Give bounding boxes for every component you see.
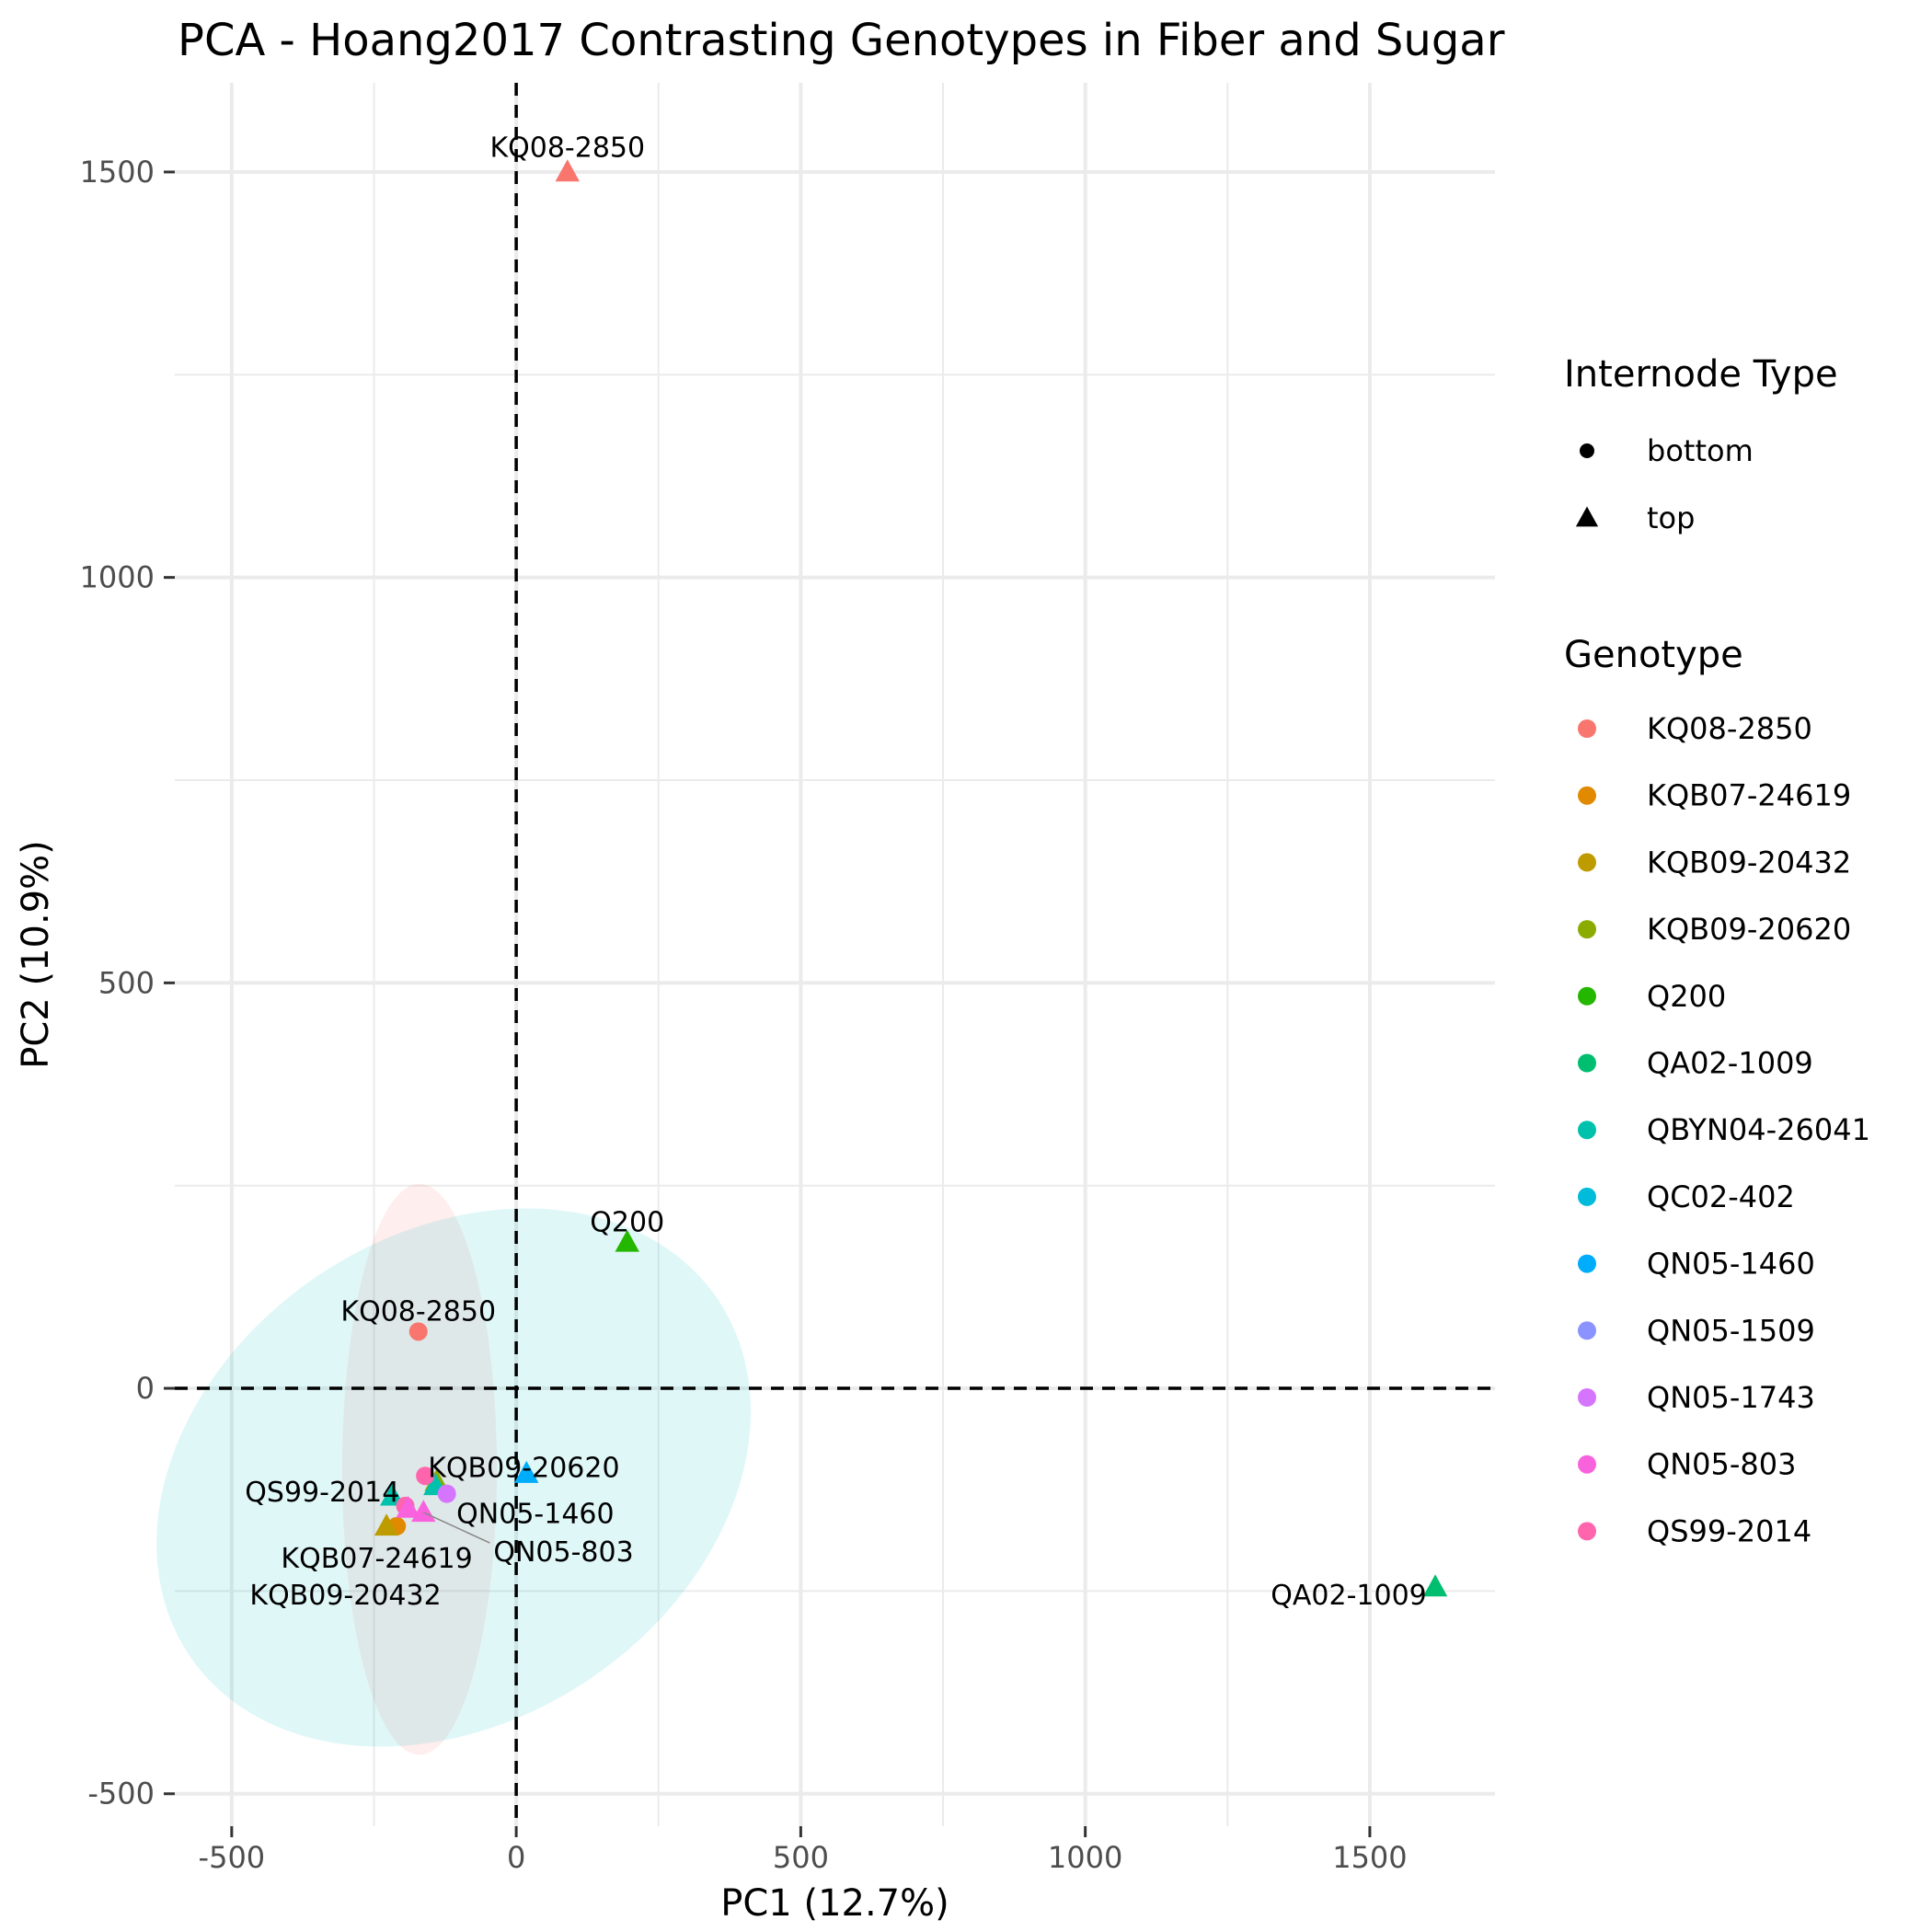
legend-swatch [1578,1121,1596,1140]
data-point-top [374,1513,399,1536]
legend-color-label: QN05-1743 [1647,1380,1815,1415]
legend-shape-bottom [1580,443,1594,458]
ellipse-top [156,1208,752,1747]
y-tick-label: -500 [87,1777,155,1811]
point-label: QN05-803 [493,1536,633,1569]
data-point-top [514,1460,539,1483]
data-point-top [411,1500,436,1523]
y-tick-label: 500 [98,965,155,1000]
point-label: KQB09-20620 [428,1452,619,1484]
point-label: KQB07-24619 [281,1543,472,1575]
reference-lines [175,83,1495,1826]
legend-color-label: QA02-1009 [1647,1046,1813,1081]
x-tick-label: 500 [773,1840,829,1875]
x-tick-label: 1500 [1332,1840,1407,1875]
point-label: KQB09-20432 [249,1580,441,1612]
legend-swatch [1578,1388,1596,1407]
legend-swatch [1578,1321,1596,1340]
legend-swatch [1578,1522,1596,1541]
y-tick-label: 0 [136,1371,155,1406]
chart-title: PCA - Hoang2017 Contrasting Genotypes in… [178,15,1505,66]
data-point-top [396,1495,420,1518]
legend-shape-label: bottom [1647,433,1754,468]
legend-swatch [1578,920,1596,939]
shape-legend-title: Internode Type [1564,353,1838,396]
x-tick-label: 1000 [1048,1840,1122,1875]
legend-color-label: KQB09-20620 [1647,912,1851,947]
legend-swatch [1578,786,1596,805]
axes: -500 0 500 1000 1500 -500 0 500 1000 1500 [80,155,1408,1875]
point-label: KQ08-2850 [340,1295,496,1328]
legend-color-label: KQB09-20432 [1647,845,1851,880]
point-label: QN05-1460 [456,1499,614,1531]
x-axis-label: PC1 (12.7%) [720,1882,949,1925]
data-point-bottom [416,1466,435,1486]
legend-swatch [1578,1053,1596,1073]
color-legend-title: Genotype [1564,634,1743,676]
legend-color-label: QN05-1460 [1647,1247,1815,1282]
legend-swatch [1578,1455,1596,1474]
legend-shape-top [1575,506,1599,527]
legend-swatch [1578,853,1596,872]
data-points [374,159,1448,1597]
legend-color-label: QBYN04-26041 [1647,1112,1870,1147]
y-axis-label: PC2 (10.9%) [15,840,57,1069]
legend-swatch [1578,1187,1596,1206]
y-tick-label: 1500 [80,155,155,190]
legend-swatch [1578,1254,1596,1273]
legend-color-label: KQB07-24619 [1647,778,1851,813]
legend-color-label: QS99-2014 [1647,1513,1811,1548]
data-point-top [1422,1574,1448,1597]
legend-color-label: QN05-1509 [1647,1313,1815,1348]
point-label: KQ08-2850 [489,132,645,165]
legend-color-label: QC02-402 [1647,1179,1795,1214]
y-tick-label: 1000 [80,560,155,595]
legend: Internode Type bottom top Genotype KQ08-2850… [1564,353,1870,1548]
legend-swatch [1578,719,1596,738]
legend-color-label: Q200 [1647,979,1726,1014]
point-label: QA02-1009 [1271,1580,1426,1612]
legend-shape-label: top [1647,500,1695,535]
label-connector [422,1512,490,1544]
data-point-bottom [437,1484,456,1503]
point-label: QS99-2014 [245,1477,399,1509]
point-label: Q200 [590,1206,664,1238]
data-point-top [555,159,580,182]
data-point-top [615,1229,639,1252]
legend-color-label: KQ08-2850 [1647,711,1812,746]
legend-color-label: QN05-803 [1647,1447,1796,1482]
x-tick-label: -500 [199,1840,266,1875]
point-labels: KQ08-2850 Q200 KQ08-2850 KQB09-20620 QS99-20… [245,132,1426,1612]
x-tick-label: 0 [507,1840,525,1875]
legend-swatch [1578,986,1596,1006]
data-point-bottom [408,1322,428,1341]
